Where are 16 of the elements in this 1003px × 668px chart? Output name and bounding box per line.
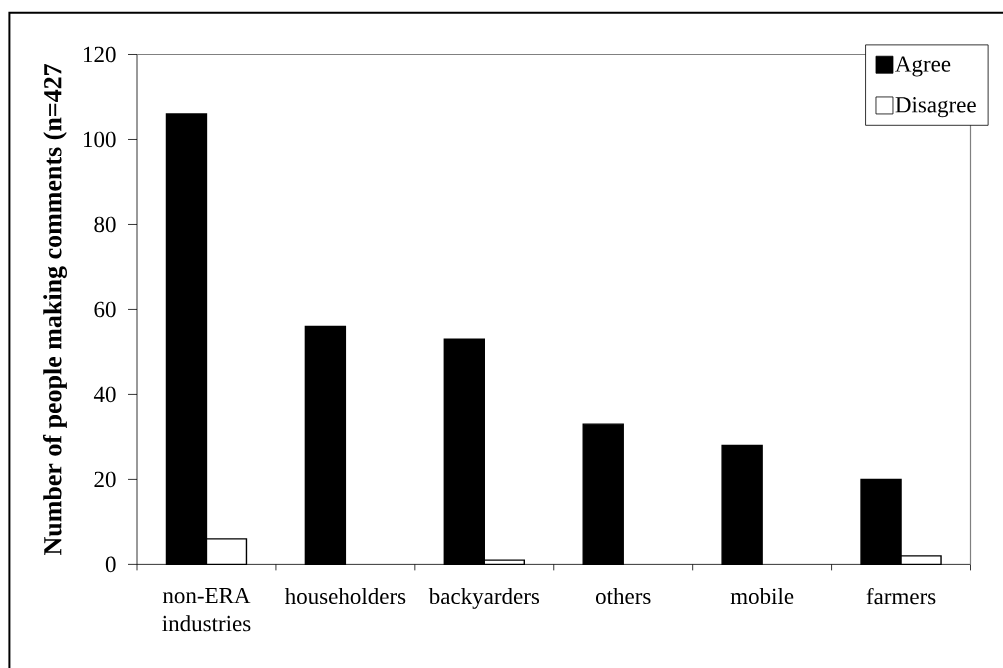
y-tick-label: 100 (84, 131, 116, 148)
legend-label: Agree (895, 56, 951, 77)
y-tick-label: 0 (105, 556, 116, 573)
y-tick-label: 80 (94, 216, 116, 233)
x-tick-label: farmers (866, 587, 936, 605)
y-tick-label: 20 (94, 471, 116, 488)
y-tick-label: 120 (84, 46, 116, 63)
x-tick-label: non-ERA industries (162, 587, 251, 632)
y-tick-label: 60 (94, 301, 116, 318)
legend-label: Disagree (895, 97, 976, 118)
y-tick-label: 40 (93, 386, 116, 403)
y-axis-title: Number of people making comments (n=427 (42, 64, 68, 556)
x-tick-label: backyarders (428, 587, 540, 609)
x-tick-label: mobile (730, 587, 794, 605)
x-tick-label: householders (284, 587, 406, 605)
x-tick-label: others (595, 587, 651, 605)
